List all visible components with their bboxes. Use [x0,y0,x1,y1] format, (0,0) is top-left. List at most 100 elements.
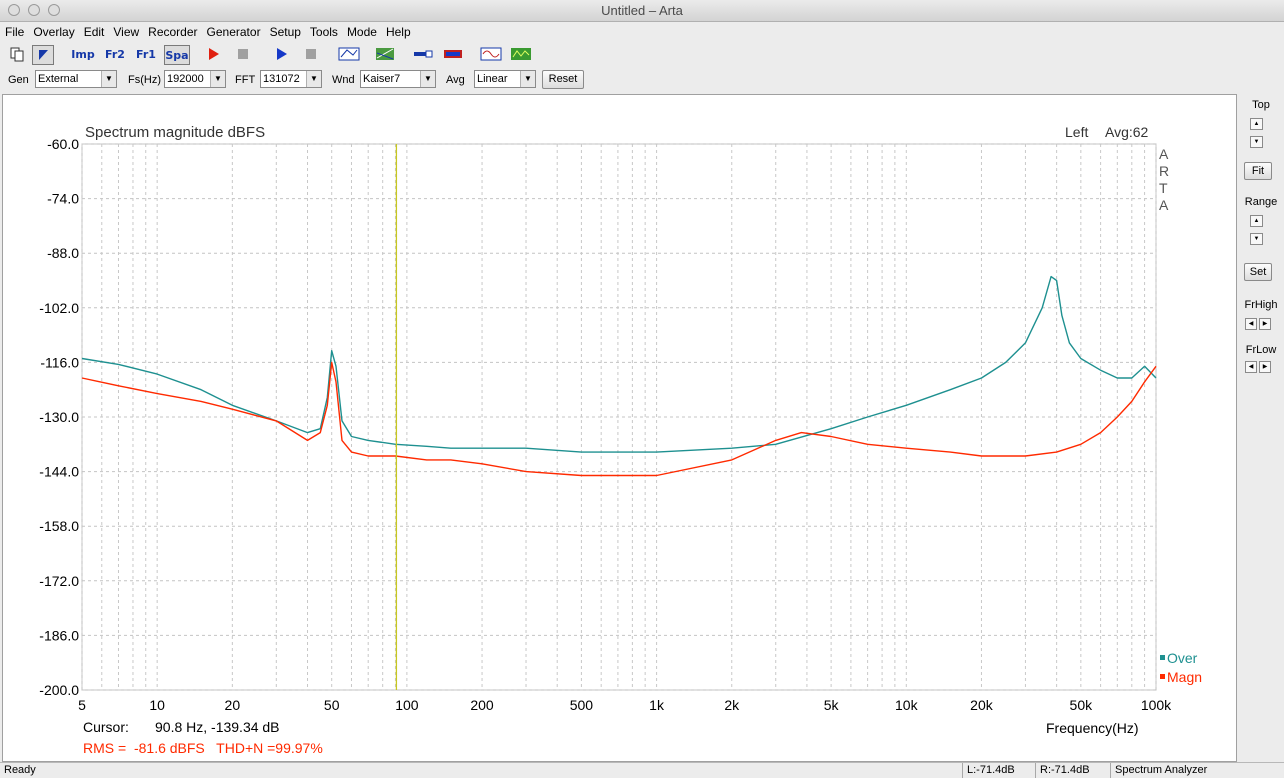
minimize-window-button[interactable] [28,4,40,16]
fft-select-value: 131072 [263,73,300,85]
frlow-label: FrLow [1245,344,1277,356]
menu-tools[interactable]: Tools [309,25,338,39]
menu-help[interactable]: Help [385,25,411,39]
chevron-down-icon: ▼ [101,71,116,87]
reset-button[interactable]: Reset [542,70,584,89]
series-line-magn [81,361,1157,477]
wave-icon[interactable] [480,45,502,65]
menu-file[interactable]: File [5,25,25,39]
x-tick-label: 50 [324,697,340,713]
legend-magn: Magn [1167,669,1202,685]
fit-button[interactable]: Fit [1244,162,1272,180]
menu-generator[interactable]: Generator [206,25,261,39]
y-tick-label: -102.0 [39,300,79,316]
spa-mode-button[interactable]: Spa [164,45,190,65]
wnd-select-value: Kaiser7 [363,73,401,85]
range-down-button[interactable]: ▼ [1250,233,1263,245]
watermark-a1: A [1159,146,1169,162]
avg-select-value: Linear [477,73,508,85]
range-label: Range [1244,196,1278,208]
y-tick-label: -116.0 [40,354,79,370]
fs-select-value: 192000 [167,73,204,85]
y-tick-label: -60.0 [47,136,79,152]
probe-icon[interactable] [412,45,434,65]
menu-overlay[interactable]: Overlay [33,25,75,39]
range-up-button[interactable]: ▲ [1250,215,1263,227]
y-tick-label: -74.0 [47,191,79,207]
fs-label: Fs(Hz) [128,74,161,86]
watermark-a2: A [1159,197,1169,213]
y-tick-label: -130.0 [39,409,79,425]
close-window-button[interactable] [8,4,20,16]
frhigh-left-button[interactable]: ◀ [1245,318,1257,330]
y-tick-label: -88.0 [47,245,79,261]
fs-select[interactable]: 192000 ▼ [164,70,226,88]
window-title: Untitled – Arta [601,3,683,18]
spectrum-graph[interactable]: -60.0 -74.0 -88.0 -102.0 -116.0 -130.0 -144.0 -… [2,94,1237,762]
fft-label: FFT [235,74,256,86]
fr2-mode-button[interactable]: Fr2 [105,48,125,61]
chevron-down-icon: ▼ [306,71,321,87]
menu-edit[interactable]: Edit [83,25,105,39]
x-tick-label: 5 [78,697,86,713]
spectrum-chart[interactable]: -60.0 -74.0 -88.0 -102.0 -116.0 -130.0 -144.0 -… [3,95,1236,761]
x-tick-label: 2k [724,697,740,713]
battery-icon[interactable] [442,45,464,65]
left-level: L:-71.4dB [962,763,1034,778]
frlow-right-button[interactable]: ▶ [1259,361,1271,373]
gen-select[interactable]: External ▼ [35,70,117,88]
abc-icon[interactable] [338,45,360,65]
x-tick-label: 20k [970,697,994,713]
set-button[interactable]: Set [1244,263,1272,281]
y-tick-label: -172.0 [39,573,79,589]
record-stop-icon[interactable] [232,45,254,65]
series-line-over [81,275,1157,453]
record-play-icon[interactable] [202,45,224,65]
top-down-button[interactable]: ▼ [1250,136,1263,148]
y-tick-label: -186.0 [39,627,79,643]
grid-icon[interactable] [374,45,396,65]
x-tick-label: 200 [470,697,494,713]
chevron-down-icon: ▼ [210,71,225,87]
x-tick-labels: 5 10 20 50 100 200 500 1k 2k 5k 10k 20k 50k 100k [78,697,1172,713]
fr1-mode-button[interactable]: Fr1 [136,48,156,61]
status-bar: Ready L:-71.4dB R:-71.4dB Spectrum Analy… [0,762,1284,778]
control-bar: Gen External ▼ Fs(Hz) 192000 ▼ FFT 131072 ▼… [0,68,1284,92]
chart-title: Spectrum magnitude dBFS [85,124,265,141]
cursor-icon[interactable] [32,45,54,65]
y-tick-label: -200.0 [39,682,79,698]
zoom-window-button[interactable] [48,4,60,16]
play-icon[interactable] [270,45,292,65]
impulse-mode-button[interactable]: Imp [71,48,95,61]
x-tick-label: 5k [824,697,840,713]
menu-view[interactable]: View [113,25,140,39]
top-up-button[interactable]: ▲ [1250,118,1263,130]
right-level: R:-71.4dB [1035,763,1107,778]
legend-over: Over [1167,650,1198,666]
gen-label: Gen [8,74,29,86]
y-tick-label: -144.0 [39,464,79,480]
stop-icon[interactable] [300,45,322,65]
menu-setup[interactable]: Setup [269,25,301,39]
grid-lines [81,143,1157,691]
fft-select[interactable]: 131072 ▼ [260,70,322,88]
menu-bar: File Overlay Edit View Recorder Generator Setu… [0,22,1284,42]
avg-select[interactable]: Linear ▼ [474,70,536,88]
wnd-select[interactable]: Kaiser7 ▼ [360,70,436,88]
side-panel: Top ▲ ▼ Fit Range ▲ ▼ Set FrHigh ◀ ▶ FrL… [1238,94,1284,762]
x-tick-label: 500 [570,697,594,713]
x-tick-label: 100k [1141,697,1172,713]
watermark-t: T [1159,180,1168,196]
frhigh-right-button[interactable]: ▶ [1259,318,1271,330]
frlow-left-button[interactable]: ◀ [1245,361,1257,373]
top-label: Top [1252,99,1270,111]
scope-icon[interactable] [510,45,532,65]
menu-mode[interactable]: Mode [346,25,377,39]
series-lines [81,275,1157,477]
frhigh-label: FrHigh [1244,299,1278,311]
menu-recorder[interactable]: Recorder [148,25,198,39]
copy-icon[interactable] [6,45,28,65]
y-tick-labels: -60.0 -74.0 -88.0 -102.0 -116.0 -130.0 -144.0 -… [39,136,79,698]
avg-count: Avg:62 [1105,124,1149,140]
mode-status: Spectrum Analyzer [1110,763,1284,778]
